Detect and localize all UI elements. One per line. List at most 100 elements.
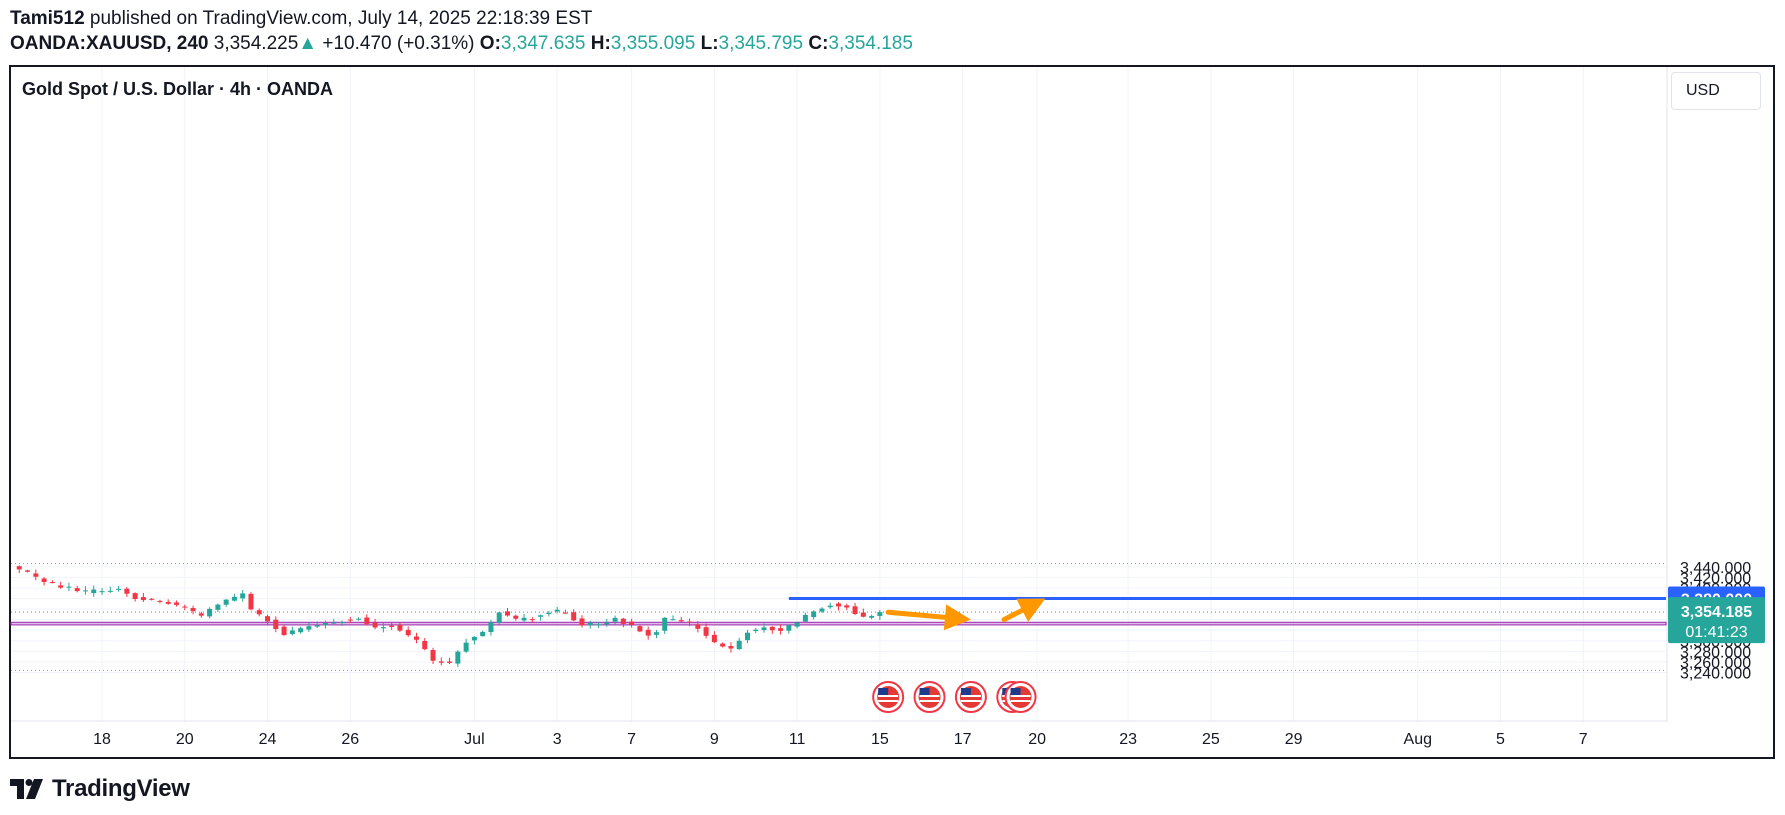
price-change: +10.470 (+0.31%) <box>322 33 475 54</box>
candle-body <box>207 608 213 617</box>
candle-body <box>744 632 750 641</box>
publication-line: Tami512 published on TradingView.com, Ju… <box>10 8 592 30</box>
candle-body <box>132 593 138 600</box>
candle-body <box>380 627 386 629</box>
candle-body <box>736 640 742 650</box>
us-event-icon-canton <box>1010 688 1021 695</box>
x-tick-label: 18 <box>93 731 111 748</box>
candle-body <box>860 612 866 617</box>
candle-body <box>190 608 196 612</box>
candle-body <box>521 617 527 621</box>
candle-body <box>455 651 461 664</box>
us-event-icon-canton <box>878 688 889 695</box>
candle-body <box>529 619 535 621</box>
candle-body <box>248 593 254 610</box>
candle-body <box>695 624 701 629</box>
candle-body <box>422 640 428 650</box>
candle-body <box>836 603 841 607</box>
candle-body <box>794 622 800 627</box>
candle-body <box>33 573 39 577</box>
x-tick-label: 17 <box>954 731 972 748</box>
y-tick-label: 3,440.000 <box>1680 560 1751 577</box>
y-tick-label: 3,280.000 <box>1680 644 1751 661</box>
open-label: O: <box>479 33 501 54</box>
us-event-icon-stripe <box>1010 695 1031 697</box>
author-name[interactable]: Tami512 <box>10 8 85 29</box>
currency-button[interactable]: USD <box>1671 72 1761 110</box>
candle-body <box>91 589 97 594</box>
candle-body <box>629 621 635 625</box>
candle-body <box>471 636 477 641</box>
x-tick-label: 26 <box>341 731 359 748</box>
candle-body <box>447 661 453 663</box>
us-event-icon-stripe <box>960 695 981 697</box>
x-tick-label: 11 <box>789 731 806 748</box>
candle-body <box>612 617 618 622</box>
candle-body <box>281 626 287 636</box>
chart-title: Gold Spot / U.S. Dollar · 4h · OANDA <box>22 79 334 99</box>
candle-body <box>637 626 643 632</box>
us-event-icon-stripe <box>919 700 940 702</box>
y-tick-label: 3,420.000 <box>1680 570 1751 587</box>
candle-body <box>82 590 88 592</box>
candle-body <box>720 643 726 647</box>
candle-body <box>562 612 568 614</box>
candle-body <box>711 634 717 643</box>
symbol-line: OANDA:XAUUSD, 240 3,354.225▲ +10.470 (+0… <box>10 33 913 55</box>
x-tick-label: 29 <box>1285 731 1303 748</box>
candle-body <box>852 606 858 615</box>
candle-body <box>480 631 486 637</box>
candle-body <box>596 624 602 626</box>
candle-body <box>463 642 469 652</box>
candle-body <box>182 606 188 608</box>
candle-body <box>877 612 883 616</box>
candle-body <box>215 604 221 610</box>
tradingview-brand[interactable]: TradingView <box>10 775 190 803</box>
x-tick-label: Aug <box>1404 731 1432 748</box>
candle-body <box>116 588 122 590</box>
candle-body <box>298 628 304 633</box>
y-tick-label: 3,260.000 <box>1680 655 1751 672</box>
candle-body <box>513 615 519 619</box>
candle-body <box>240 593 246 599</box>
candle-body <box>769 626 775 631</box>
candle-body <box>397 624 403 631</box>
candle-body <box>430 650 436 661</box>
candle-body <box>620 618 626 624</box>
close-label: C: <box>808 33 829 54</box>
candle-body <box>653 632 659 635</box>
candle-body <box>670 619 676 621</box>
us-event-icon-stripe <box>1010 700 1031 702</box>
candle-body <box>761 627 767 631</box>
x-tick-label: 9 <box>710 731 719 748</box>
candle-body <box>41 578 47 583</box>
candle-body <box>811 611 817 618</box>
x-tick-label: 15 <box>871 731 889 748</box>
candle-body <box>753 629 759 632</box>
price-up-icon: ▲ <box>298 33 318 54</box>
candle-body <box>16 566 22 570</box>
candle-body <box>802 614 808 622</box>
candle-body <box>778 628 784 631</box>
us-event-icon-stripe <box>878 700 899 702</box>
candle-body <box>869 616 875 618</box>
x-tick-label: 23 <box>1119 731 1137 748</box>
symbol-name: OANDA:XAUUSD, 240 <box>10 33 209 54</box>
candle-body <box>827 605 833 608</box>
candle-body <box>265 616 271 622</box>
candle-body <box>413 636 419 640</box>
x-tick-label: 20 <box>176 731 194 748</box>
candle-body <box>231 596 237 601</box>
candle-body <box>364 617 370 624</box>
candle-body <box>405 629 411 636</box>
candle-body <box>579 618 585 626</box>
high-value: 3,355.095 <box>610 33 696 54</box>
current-price-label: 3,354.185 <box>1681 604 1752 621</box>
low-label: L: <box>700 33 719 54</box>
brand-name: TradingView <box>52 775 190 802</box>
orange-arrow-head <box>943 604 971 631</box>
candle-body <box>356 618 362 620</box>
candle-body <box>488 622 494 633</box>
x-tick-label: 7 <box>1579 731 1588 748</box>
